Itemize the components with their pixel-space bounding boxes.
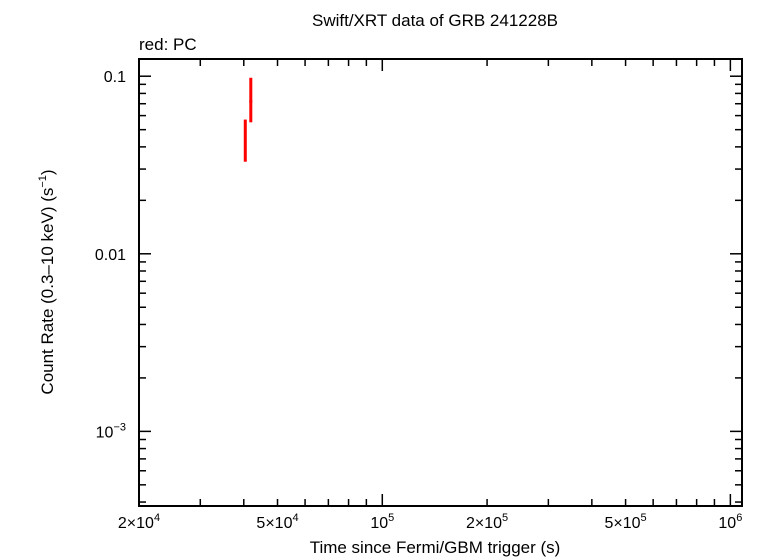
- x-tick-label-base: 5×10: [604, 515, 640, 532]
- chart-title: Swift/XRT data of GRB 241228B: [312, 11, 558, 30]
- x-axis-ticks: [138, 59, 732, 506]
- y-axis-ticks: [139, 75, 742, 503]
- y-tick-label-exp: −3: [113, 421, 126, 433]
- x-tick-label-exp: 5: [641, 512, 647, 524]
- y-tick-label: 10−3: [96, 421, 126, 441]
- x-tick-label: 2×105: [466, 512, 508, 532]
- x-tick-label: 105: [370, 512, 394, 532]
- y-axis-label-close: ): [38, 169, 57, 175]
- x-tick-label: 106: [718, 512, 742, 532]
- y-axis-label-sup: −1: [37, 175, 49, 188]
- y-tick-label-base: 10: [96, 424, 114, 441]
- x-tick-label-exp: 6: [736, 512, 742, 524]
- data-point: [243, 119, 247, 162]
- data-points: [243, 77, 253, 162]
- x-tick-label: 2×104: [118, 512, 160, 532]
- x-tick-label-exp: 4: [154, 512, 160, 524]
- x-axis-tick-labels: 2×104 5×104 105 2×105 5×105 106: [118, 512, 742, 532]
- x-axis-label: Time since Fermi/GBM trigger (s): [310, 538, 561, 557]
- plot-frame: [138, 58, 743, 507]
- x-tick-label-exp: 5: [502, 512, 508, 524]
- x-tick-label-base: 5×10: [256, 515, 292, 532]
- x-tick-label: 5×105: [604, 512, 646, 532]
- x-tick-label-base: 10: [370, 515, 388, 532]
- y-axis-tick-labels: 0.1 0.01 10−3: [95, 69, 126, 441]
- y-axis-label: Count Rate (0.3–10 keV) (s−1): [37, 169, 57, 394]
- chart-subtitle: red: PC: [139, 35, 197, 54]
- y-axis-label-main: Count Rate (0.3–10 keV) (s: [38, 188, 57, 395]
- y-tick-label: 0.01: [95, 247, 126, 264]
- data-point: [249, 77, 253, 123]
- x-tick-label: 5×104: [256, 512, 298, 532]
- y-tick-label: 0.1: [104, 69, 126, 86]
- x-tick-label-base: 2×10: [118, 515, 154, 532]
- x-tick-label-exp: 4: [292, 512, 298, 524]
- y-tick-label-base: 0.1: [104, 69, 126, 86]
- y-tick-label-base: 0.01: [95, 247, 126, 264]
- x-tick-label-base: 2×10: [466, 515, 502, 532]
- x-tick-label-base: 10: [718, 515, 736, 532]
- x-tick-label-exp: 5: [388, 512, 394, 524]
